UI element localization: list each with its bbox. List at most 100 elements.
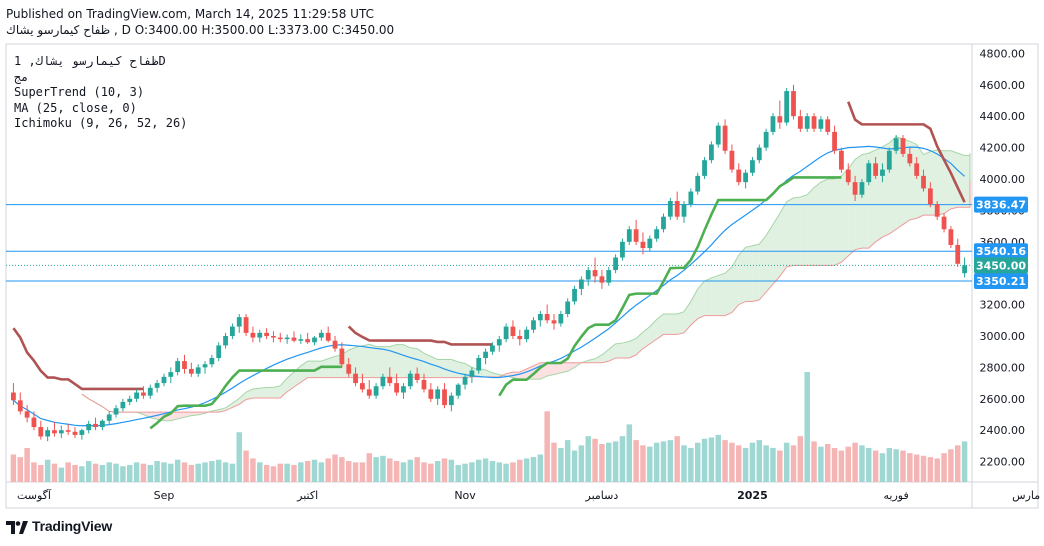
cloud-segment [745, 245, 753, 302]
candle-body [962, 265, 967, 274]
cloud-segment [389, 344, 397, 378]
volume-bar [65, 462, 71, 482]
candle-body [770, 116, 776, 132]
candle-body [531, 320, 536, 330]
volume-bar [503, 463, 509, 482]
candle-body [188, 368, 194, 374]
volume-bar [441, 458, 448, 482]
cloud-segment [547, 362, 555, 377]
y-tick-label: 4400.00 [980, 110, 1026, 123]
candle-body [216, 345, 222, 358]
volume-bar [763, 445, 769, 482]
candle-body [407, 373, 413, 387]
candle-body [298, 339, 304, 341]
candle-body [195, 367, 201, 374]
volume-bar [222, 462, 229, 482]
volume-bar [106, 462, 112, 482]
candle-body [804, 116, 810, 129]
volume-bar [640, 445, 646, 482]
cloud-segment [642, 326, 650, 349]
legend-symbol[interactable]: ظفاح كيمارسو يشاك, 1D [14, 54, 166, 68]
cloud-segment [355, 345, 363, 378]
volume-bar [941, 453, 947, 482]
cloud-segment [800, 194, 808, 266]
candle-body [866, 163, 872, 183]
candle-body [845, 169, 851, 183]
candle-body [708, 144, 714, 161]
volume-bar [544, 411, 550, 482]
last-price-label-bg [974, 257, 1028, 274]
volume-bar [893, 449, 899, 482]
volume-bar [852, 442, 858, 482]
x-tick-label: فوریه [884, 489, 909, 502]
candle-body [715, 125, 721, 145]
candle-body [38, 427, 44, 437]
candle-body [551, 320, 557, 324]
candle-body [647, 238, 653, 249]
volume-bar [859, 445, 865, 482]
volume-bar [482, 458, 489, 482]
candle-body [209, 357, 215, 365]
legend-supertrend[interactable]: SuperTrend (10, 3) [14, 85, 145, 99]
cloud-segment [827, 179, 835, 266]
y-tick-label: 4000.00 [980, 173, 1026, 186]
last-price-label: 3450.00 [976, 259, 1026, 272]
cloud-segment [834, 175, 842, 266]
volume-bar [400, 462, 407, 482]
candle-body [763, 131, 769, 148]
candle-body [161, 376, 167, 384]
cloud-segment [321, 358, 329, 378]
price-line-label-bg [974, 273, 1028, 290]
volume-bar [523, 458, 530, 482]
legend-ichimoku[interactable]: Ichimoku (9, 26, 52, 26) [14, 116, 188, 130]
volume-bar [592, 438, 598, 482]
cloud-segment [649, 319, 657, 344]
price-line-label: 3836.47 [976, 199, 1026, 212]
cloud-segment [362, 344, 370, 378]
volume-bar [58, 467, 65, 482]
volume-bar [154, 461, 160, 482]
volume-bar [571, 450, 578, 482]
volume-bar [243, 450, 249, 482]
volume-bar [578, 445, 585, 482]
candle-body [490, 345, 495, 352]
volume-bar [393, 461, 400, 482]
candle-body [667, 200, 673, 217]
cloud-segment [766, 224, 773, 293]
cloud-segment [218, 407, 226, 413]
candle-body [229, 326, 235, 336]
candle-body [702, 160, 707, 176]
cloud-segment [964, 155, 970, 208]
candle-body [455, 384, 461, 396]
volume-bar [934, 458, 940, 482]
volume-bar [31, 462, 37, 482]
volume-bar [387, 458, 393, 482]
cloud-segment [437, 359, 445, 378]
candle-body [175, 361, 181, 373]
volume-bar [44, 459, 51, 482]
volume-bar [195, 463, 201, 482]
chart-frame [5, 43, 1039, 509]
candle-body [825, 119, 831, 132]
senkou-span-a [81, 136, 971, 422]
cloud-segment [266, 387, 274, 399]
candle-body [873, 163, 879, 176]
candle-body [606, 270, 612, 283]
chart-legend: ظفاح كيمارسو يشاك, 1D مج SuperTrend (10,… [14, 54, 187, 132]
cloud-segment [622, 341, 630, 358]
candle-body [791, 91, 796, 117]
cloud-segment [944, 150, 951, 214]
cloud-segment [403, 344, 411, 378]
volume-bar [24, 447, 30, 482]
cloud-segment [485, 369, 493, 377]
legend-ma[interactable]: MA (25, close, 0) [14, 100, 137, 115]
cloud-segment [492, 372, 500, 377]
header-line-2: ظفاح كيمارسو يشاك , D O:3400.00 H:3500.0… [6, 23, 395, 37]
volume-bar [647, 446, 653, 482]
cloud-segment [567, 362, 575, 372]
candle-body [832, 131, 837, 151]
cloud-segment [909, 141, 917, 220]
candle-body [927, 188, 933, 205]
candle-body [852, 182, 858, 195]
